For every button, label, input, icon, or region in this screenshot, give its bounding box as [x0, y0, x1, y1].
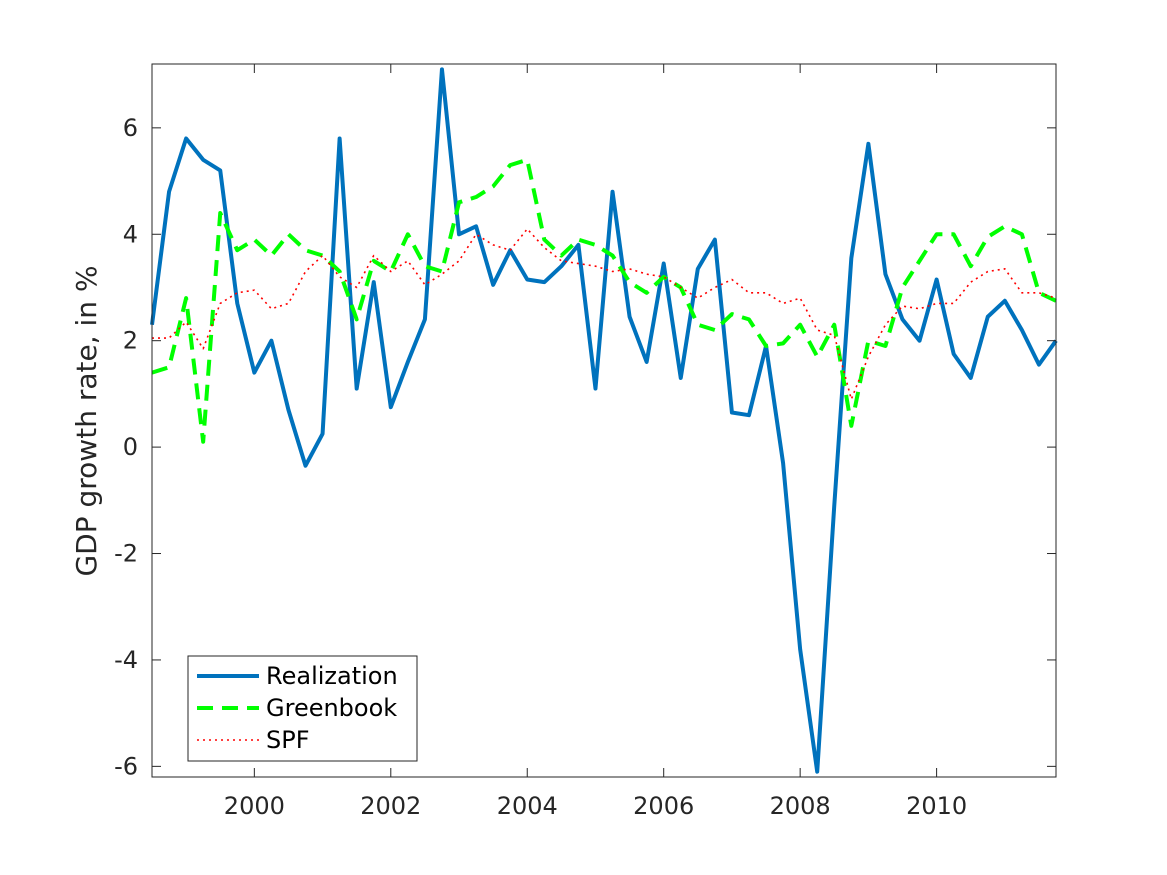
legend-label-spf: SPF [266, 726, 310, 754]
y-axis-title: GDP growth rate, in % [70, 265, 103, 576]
x-tick-label: 2002 [360, 792, 421, 820]
y-tick-label: 4 [123, 220, 138, 248]
x-tick-label: 2006 [633, 792, 694, 820]
legend-items: Realization Greenbook SPF [197, 662, 398, 754]
y-tick-label: -6 [114, 752, 138, 780]
y-tick-label: 0 [123, 433, 138, 461]
series-layer [150, 67, 1058, 774]
series-line-spf [152, 228, 1057, 401]
x-tick-label: 2008 [770, 792, 831, 820]
y-tick-label: -2 [114, 540, 138, 568]
x-tick-label: 2004 [497, 792, 558, 820]
y-tick-label: 6 [123, 114, 138, 142]
series-line-greenbook [151, 157, 1057, 444]
x-tick-label: 2010 [906, 792, 967, 820]
legend-label-realization: Realization [266, 662, 398, 690]
axes-frame [151, 63, 1057, 778]
x-tick-label: 2000 [224, 792, 285, 820]
legend: Realization Greenbook SPF [187, 655, 418, 762]
series-line-realization [150, 67, 1058, 774]
y-tick-label: -4 [114, 646, 138, 674]
ticks-layer: 2000 2002 2004 2006 2008 2010 -6 -4 -2 0 2 4 6 [114, 64, 1056, 820]
legend-label-greenbook: Greenbook [266, 694, 397, 722]
y-tick-label: 2 [123, 327, 138, 355]
